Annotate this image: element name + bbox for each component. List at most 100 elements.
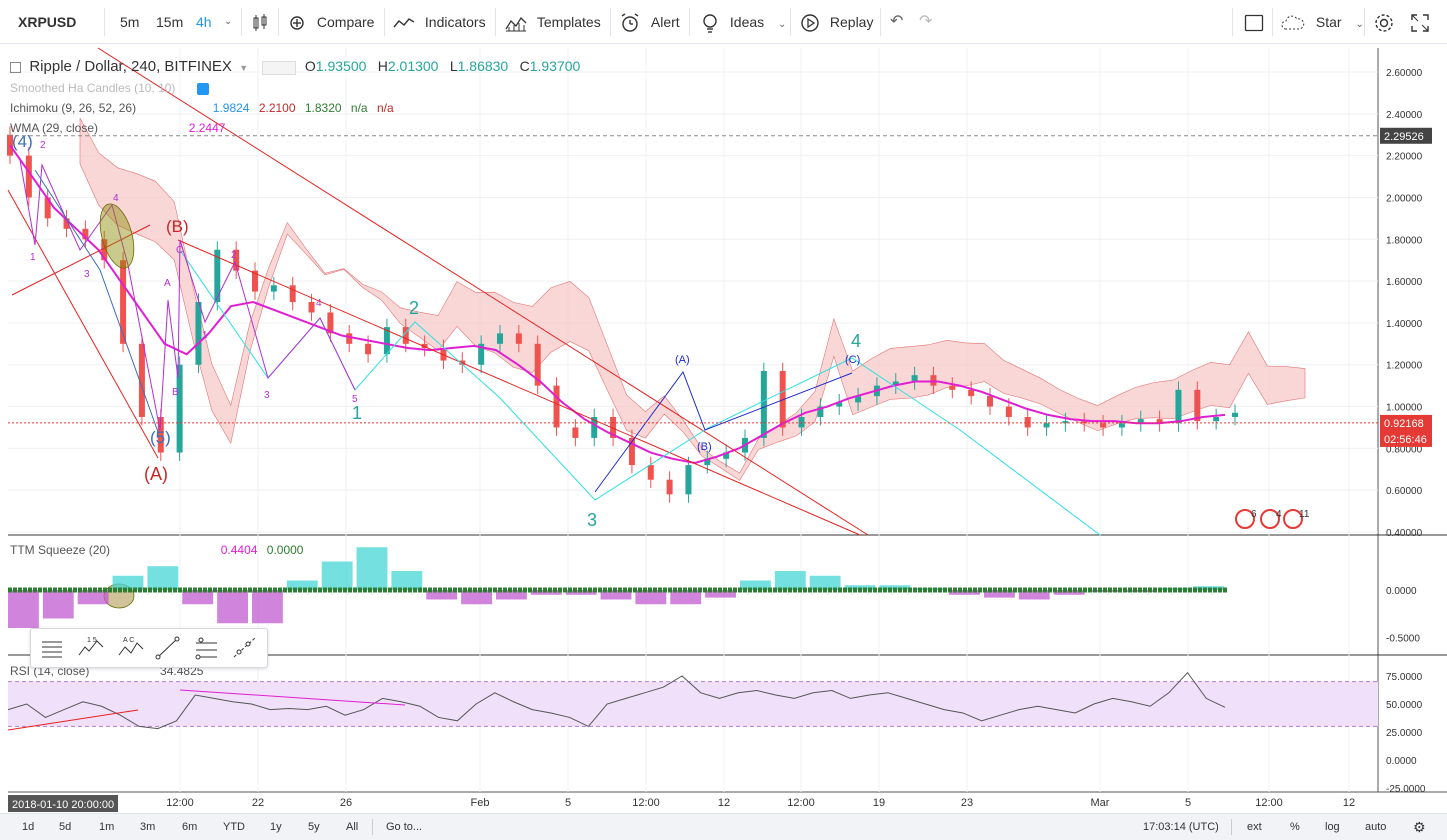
- x-tick-label: 12:00: [166, 797, 194, 809]
- range-all[interactable]: All: [346, 821, 359, 833]
- drag-handle-icon[interactable]: [39, 635, 65, 661]
- ttm-bar: [670, 590, 702, 605]
- goto-button[interactable]: Go to...: [386, 821, 423, 833]
- range-6m[interactable]: 6m: [182, 821, 198, 833]
- last-price-box: [1380, 414, 1432, 447]
- clock[interactable]: 17:03:14 (UTC): [1143, 821, 1219, 833]
- redo-icon[interactable]: ↷: [919, 13, 933, 30]
- range-1y[interactable]: 1y: [270, 821, 282, 833]
- bottom-settings-gear-icon[interactable]: ⚙: [1413, 819, 1426, 835]
- trendline: [11, 224, 151, 296]
- smoothed-controls[interactable]: [196, 82, 255, 95]
- settings-gear-icon[interactable]: [1373, 0, 1395, 44]
- collapse-icon[interactable]: [10, 62, 21, 74]
- ray-icon[interactable]: [231, 635, 257, 661]
- legend-dropdown-icon[interactable]: ▼: [239, 63, 249, 73]
- ichimoku-value-1: 1.9824: [212, 101, 250, 115]
- ttm-bar: [391, 571, 423, 590]
- smoothed-label: Smoothed Ha Candles (10, 10): [10, 81, 176, 95]
- indicators-button[interactable]: Indicators: [393, 0, 486, 44]
- interval-5m[interactable]: 5m: [120, 14, 140, 30]
- interval-dropdown-icon[interactable]: ⌄: [224, 16, 233, 27]
- interval-15m[interactable]: 15m: [156, 14, 184, 30]
- y-tick-label: 1.60000: [1386, 277, 1423, 288]
- ttm-bar: [740, 580, 771, 590]
- candle-body: [534, 343, 541, 386]
- eye-icon[interactable]: [196, 82, 209, 95]
- rsi-y-tick: 0.0000: [1386, 756, 1417, 767]
- candle-style-icon[interactable]: [251, 0, 269, 44]
- candle-body: [610, 417, 617, 438]
- range-3m[interactable]: 3m: [140, 821, 156, 833]
- wave-line-abc: [594, 370, 853, 493]
- lightbulb-icon: [700, 14, 720, 33]
- open-label: O: [304, 58, 316, 74]
- candle-body: [949, 385, 956, 390]
- candle-body: [1043, 423, 1050, 428]
- range-ytd[interactable]: YTD: [223, 821, 245, 833]
- elliott-impulse-icon[interactable]: 1 5: [77, 635, 104, 661]
- toggle-log[interactable]: log: [1325, 821, 1340, 833]
- elliott-correction-icon[interactable]: A C: [117, 635, 144, 661]
- compare-button[interactable]: Compare: [287, 0, 374, 44]
- candle-body: [440, 348, 447, 361]
- x-tick-label: 5: [1185, 797, 1191, 809]
- y-tick-label: 1.00000: [1386, 403, 1423, 414]
- rsi-y-tick: 75.0000: [1386, 672, 1423, 683]
- star-button[interactable]: Star ⌄: [1280, 0, 1364, 44]
- trend-line-icon[interactable]: [155, 635, 181, 661]
- ichimoku-label: Ichimoku (9, 26, 52, 26): [10, 101, 137, 115]
- candle-body: [327, 312, 334, 334]
- templates-button[interactable]: Templates: [505, 0, 601, 44]
- toggle-percent[interactable]: %: [1290, 821, 1300, 833]
- legend-settings-icon[interactable]: [261, 60, 296, 75]
- trendline: [97, 47, 869, 536]
- indicators-label: Indicators: [424, 14, 486, 30]
- wave-label: 4: [851, 331, 861, 351]
- replay-button[interactable]: Replay: [800, 0, 873, 44]
- toggle-ext[interactable]: ext: [1247, 821, 1262, 833]
- wave-label: 4: [316, 298, 322, 309]
- crosshair-date-box: [8, 795, 118, 812]
- fullscreen-expand-icon[interactable]: [1410, 0, 1430, 44]
- wave-label: 3: [264, 390, 270, 401]
- range-5d[interactable]: 5d: [59, 821, 72, 833]
- interval-4h[interactable]: 4h: [196, 14, 212, 30]
- chart-canvas[interactable]: (4) 2 4 (B) 1 3 (5) (A) C A B 2 1 3 4 5 2 1 3 (A) (B) (C) 4 6 4 1…: [0, 44, 1447, 814]
- candle-body: [836, 402, 843, 407]
- candle-body: [270, 285, 277, 292]
- ttm-bar: [426, 590, 458, 600]
- symbol-search[interactable]: XRPUSD: [18, 14, 77, 30]
- candle-body: [214, 249, 221, 302]
- ttm-bar: [496, 590, 527, 600]
- alert-button[interactable]: Alert: [619, 0, 680, 44]
- fib-retracement-icon[interactable]: [193, 635, 219, 661]
- y-tick-label: 1.40000: [1386, 319, 1423, 330]
- ttm-bar: [8, 590, 39, 628]
- toggle-auto[interactable]: auto: [1365, 821, 1387, 833]
- ttm-bar: [461, 590, 492, 605]
- star-dropdown-icon: ⌄: [1355, 19, 1364, 30]
- candle-body: [252, 270, 258, 292]
- elliott-impulse-text: 1 5: [87, 637, 97, 644]
- crosshair-price-box: [1380, 127, 1432, 144]
- countdown-label: 02:56:46: [1384, 434, 1427, 446]
- ttm-bar: [635, 590, 667, 605]
- ttm-bar: [217, 590, 248, 624]
- separator: [689, 8, 690, 36]
- candle-body: [987, 396, 993, 407]
- candle-body: [666, 479, 673, 495]
- separator: [278, 8, 279, 36]
- ttm-bar: [42, 590, 74, 619]
- candle-body: [798, 417, 805, 428]
- ttm-y-tick: 0.0000: [1386, 586, 1417, 597]
- range-1m[interactable]: 1m: [99, 821, 115, 833]
- wave-label: 1: [352, 403, 362, 423]
- range-1d[interactable]: 1d: [22, 821, 35, 833]
- fullscreen-window-icon[interactable]: [1244, 0, 1264, 44]
- range-5y[interactable]: 5y: [308, 821, 320, 833]
- chart-area[interactable]: (4) 2 4 (B) 1 3 (5) (A) C A B 2 1 3 4 5 2 1 3 (A) (B) (C) 4 6 4 1…: [0, 44, 1447, 814]
- candle-body: [1137, 419, 1144, 424]
- ideas-button[interactable]: Ideas ⌄: [700, 0, 786, 44]
- undo-icon[interactable]: ↶: [890, 13, 904, 30]
